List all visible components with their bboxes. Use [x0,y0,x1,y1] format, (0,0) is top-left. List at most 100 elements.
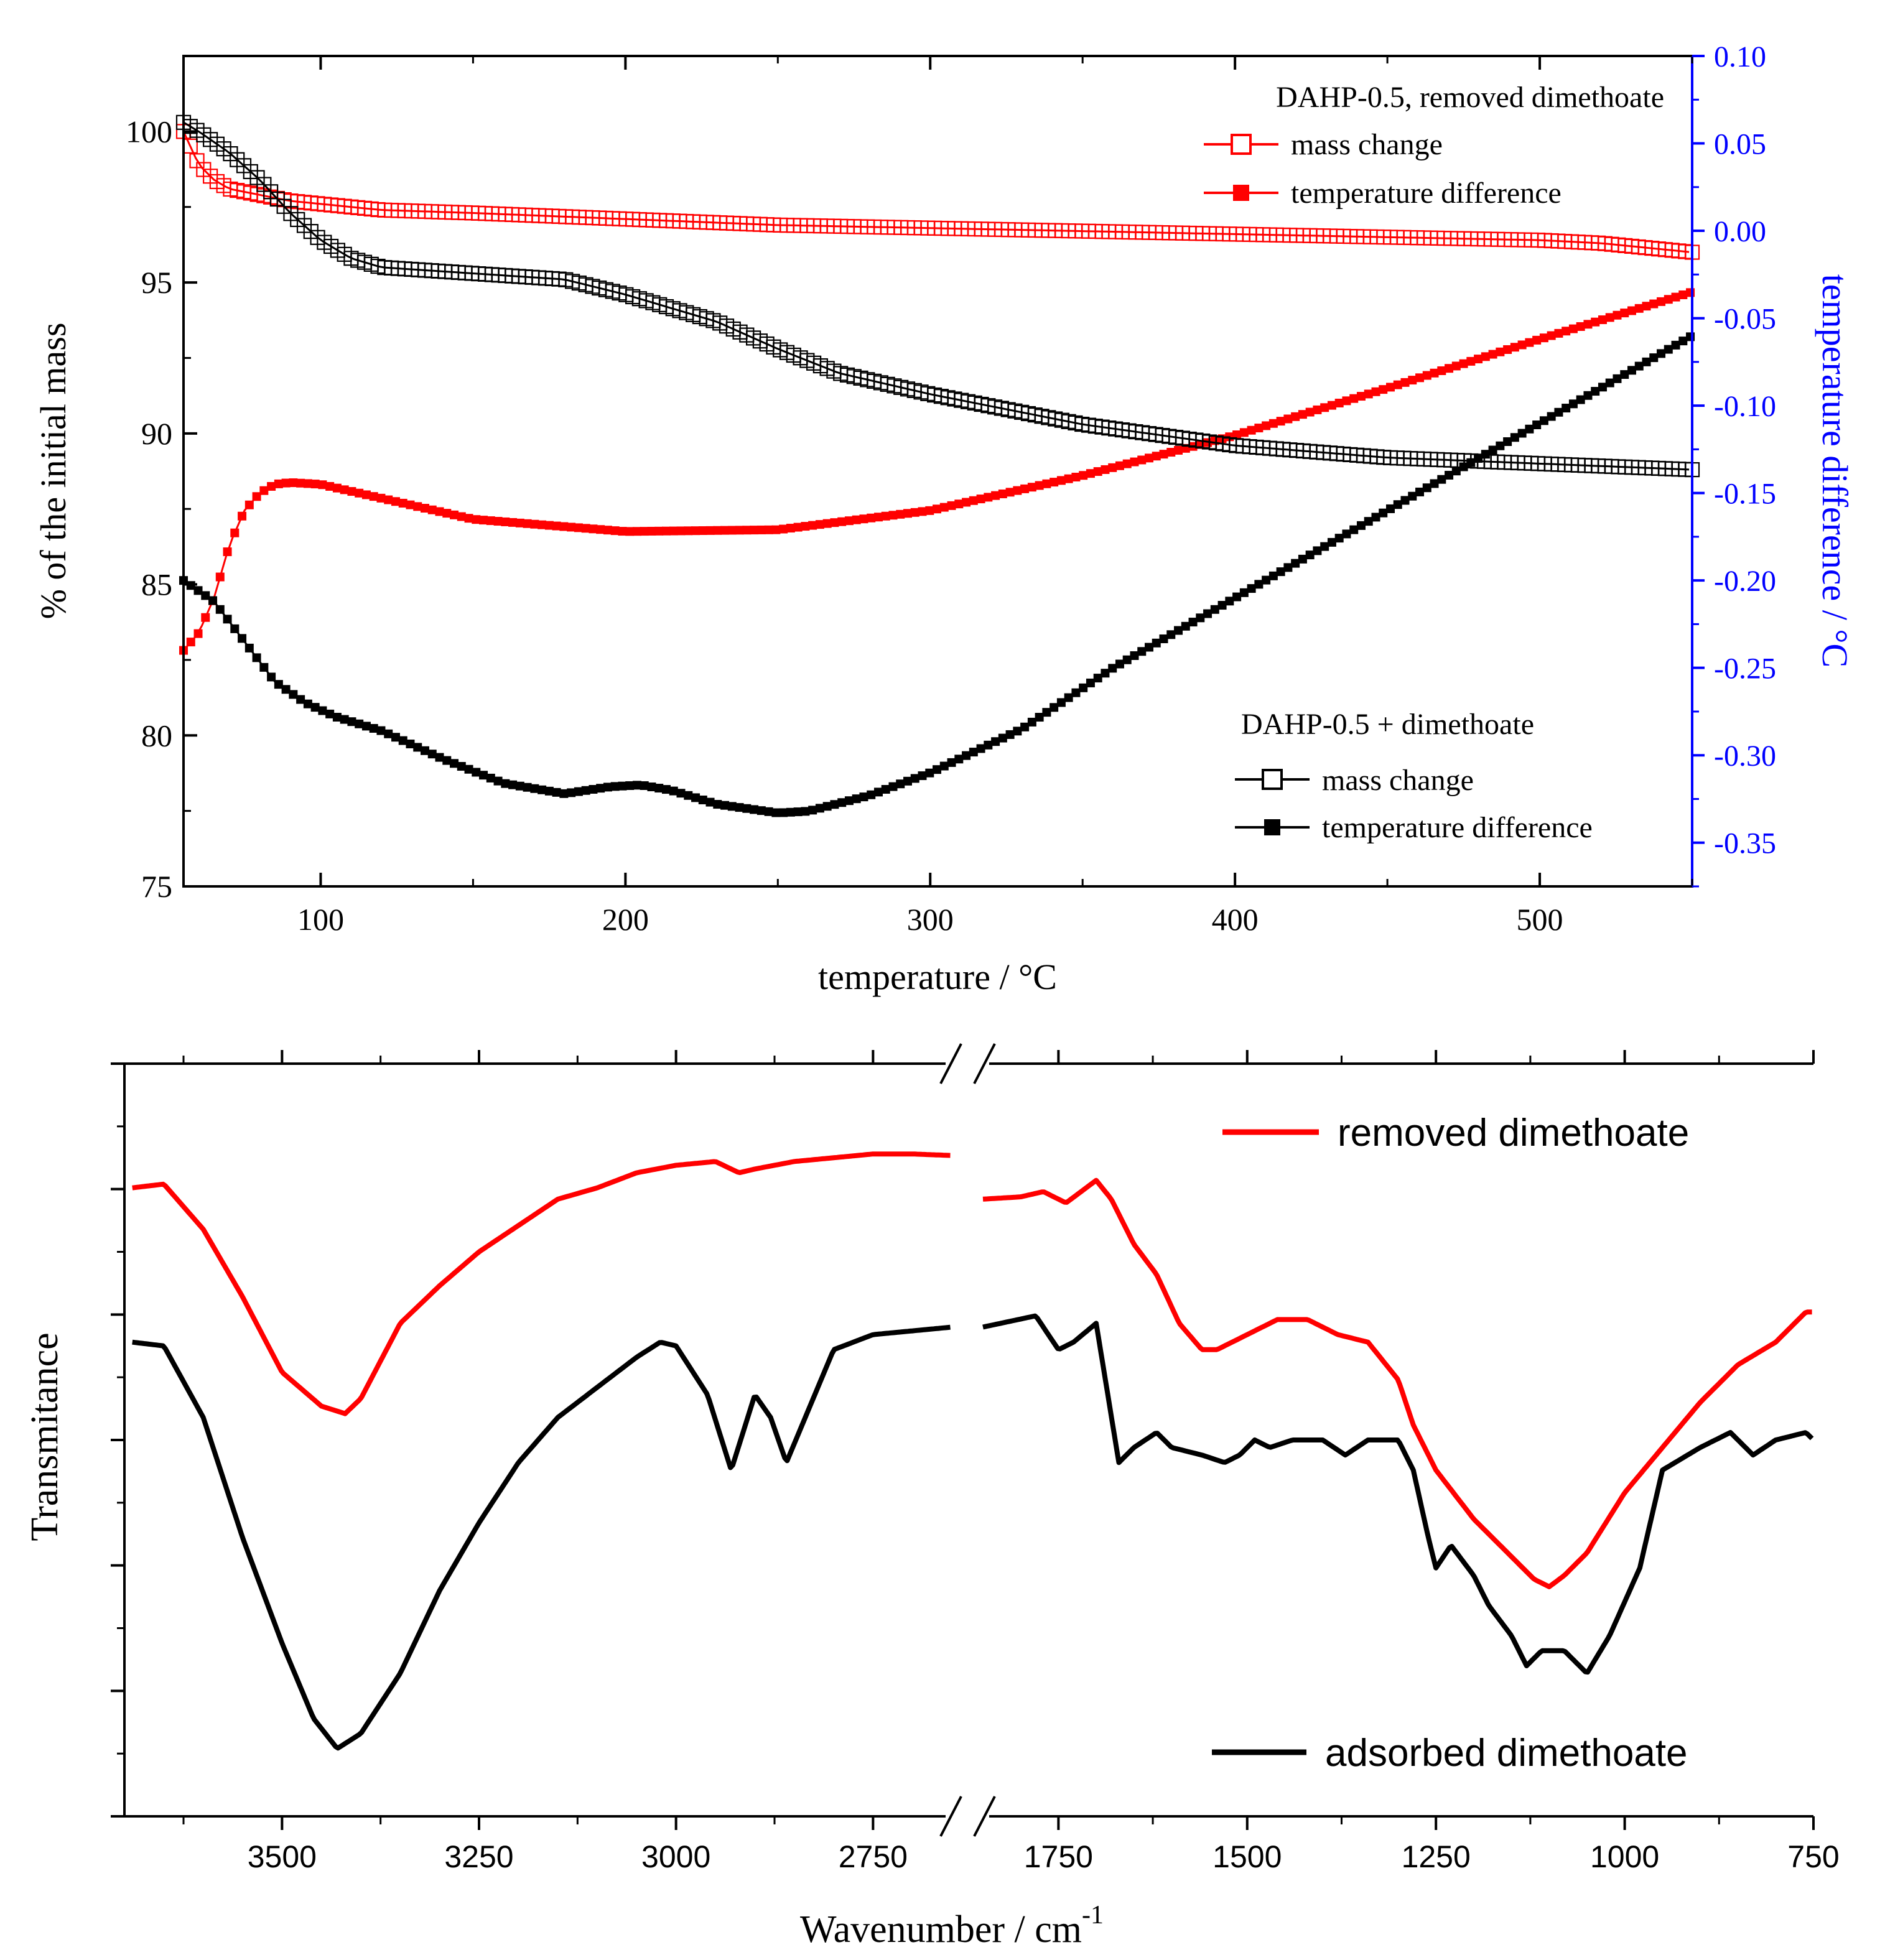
tga-data-point [1568,324,1578,333]
tga-data-point [1408,491,1417,501]
tga-data-point [1488,445,1497,455]
tga-data-point [1020,484,1030,493]
tga-data-point [1393,380,1402,389]
tga-data-point [1591,317,1600,327]
tga-data-point [1349,394,1359,403]
tga-data-point [1276,417,1285,426]
tga-data-point [903,776,912,786]
tga-data-point [1334,398,1344,407]
tga-data-point [355,719,364,728]
tga-data-point [472,515,481,524]
tga-data-point [259,662,269,672]
tga-data-point [888,511,898,520]
tga-data-point [822,519,832,528]
tga-data-point [567,523,576,532]
tga-data-point [493,517,503,526]
tga-data-point [962,498,971,507]
tga-data-point [230,528,240,537]
tga-data-point [844,796,854,806]
tga-data-point [581,524,590,533]
tga-data-point [1496,347,1505,356]
tga-data-point [1079,471,1088,480]
tga-data-point [332,712,342,722]
tga-data-point [486,773,495,783]
tga-data-point [1445,364,1454,373]
tga-data-point [1262,421,1271,430]
tga-series-2 [175,114,1700,478]
tga-data-point [201,613,210,622]
tga-data-point [1510,433,1519,442]
tga-data-point [1101,465,1110,474]
tga-data-point [274,680,283,689]
tga-data-point [406,739,415,748]
tga-data-point [596,525,605,534]
tga-data-point [1093,467,1102,476]
tga-data-point [984,740,993,750]
tga-data-point [281,685,291,694]
tga-data-point [1239,428,1249,437]
tga-data-point [1305,550,1315,560]
tga-data-point [727,802,737,811]
tga-data-point [669,526,678,536]
tga-data-point [801,807,810,816]
tga-data-point [274,479,283,488]
tga-legend-removed-title: DAHP-0.5, removed dimethoate [1276,81,1664,114]
ftir-series-line-right [982,1313,1814,1675]
tga-data-point [1181,621,1190,631]
ftir-x-tick-label: 2750 [839,1839,908,1874]
tga-data-point [398,736,407,745]
tga-data-point [238,511,247,521]
tga-data-point [1291,412,1300,421]
tga-data-point [1042,479,1051,488]
tga-data-point [1298,410,1307,419]
tga-data-point [1415,373,1425,383]
tga-data-point [1130,651,1139,661]
tga-data-point [647,526,656,536]
ftir-series-layer [132,1151,1814,1751]
tga-data-point [676,526,686,536]
tga-data-point [1657,349,1666,358]
tga-data-point [1027,717,1036,727]
tga-data-point [1174,445,1183,455]
tga-data-point [581,786,590,795]
ftir-axis-break-mark [973,1796,996,1837]
tga-data-point [1627,306,1636,315]
tga-data-point [252,492,261,501]
tga-data-point [1122,655,1132,664]
tga-data-point [954,755,964,764]
tga-data-point [756,806,766,815]
tga-data-point [962,751,971,760]
ftir-axes [123,1043,1813,1837]
tga-right-y-ticks: 0.10 0.05 0.00 -0.05 -0.10 -0.15 -0.20 -0.25 -0.… [1692,40,1776,888]
tga-data-point [1517,340,1527,350]
tga-data-point [1437,475,1446,484]
tga-data-point [538,520,547,529]
tga-data-point [947,501,956,510]
tga-legend-removed: DAHP-0.5, removed dimethoate mass change… [1204,81,1664,210]
tga-right-y-axis-label: temperature difference / °C [1815,274,1855,667]
tga-data-point [815,804,824,813]
tga-data-point [1671,292,1680,302]
tga-data-point [837,517,847,526]
tga-data-point [552,521,561,531]
tga-data-point [1451,467,1461,476]
ftir-series-0 [132,1151,1812,1589]
tga-legend-adsorbed: DAHP-0.5 + dimethoate mass change temper… [1235,708,1593,844]
tga-series-layer [175,114,1700,817]
tga-data-point [421,504,429,513]
tga-data-point [310,480,320,489]
tga-y-tick-label: 75 [141,869,172,904]
tga-data-point [223,547,232,557]
tga-data-point [1159,450,1168,459]
tga-data-point [493,776,503,786]
tga-data-point [1481,450,1490,459]
tga-data-point [244,500,254,509]
tga-data-point [1400,378,1410,387]
tga-data-point [903,509,912,518]
tga-data-point [1342,396,1351,406]
tga-data-point [567,788,576,797]
tga-data-point [1400,496,1410,505]
tga-data-point [1042,708,1051,717]
tga-data-point [1005,730,1015,739]
tga-data-point [1093,674,1102,683]
